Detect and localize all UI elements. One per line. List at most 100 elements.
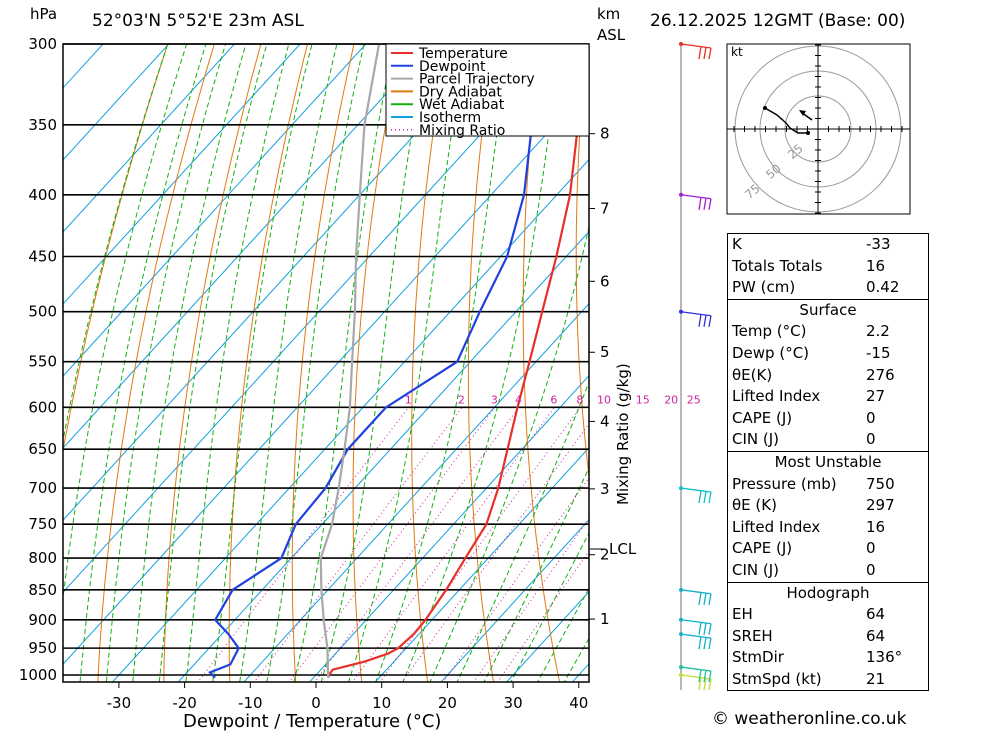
surface-row: Temp (°C) 2.2: [728, 321, 928, 343]
mixing-ratio-line: [351, 407, 555, 682]
dry-adiabat: [411, 44, 448, 682]
hodo-label: StmDir: [732, 648, 784, 667]
hodo-unit: kt: [731, 45, 743, 59]
hodo-label: StmSpd (kt): [732, 669, 822, 688]
wind-barb: [680, 487, 712, 504]
mixing-ratio-labels: 1 2 3 4 6 8 10 15 20 25: [405, 393, 701, 406]
dry-adiabat: [467, 44, 495, 682]
wet-adiabat: [185, 44, 290, 682]
mixing-ratio-label: 6: [550, 393, 557, 406]
dry-adiabat: [575, 44, 589, 481]
km-tick-label: 5: [600, 343, 610, 361]
location-title: 52°03'N 5°52'E 23m ASL: [92, 11, 304, 31]
surface-title: Surface: [799, 300, 857, 319]
dry-adiabat: [63, 44, 169, 454]
basic-value: -33: [866, 235, 891, 253]
wind-barb: [680, 194, 712, 210]
legend-label: Dewpoint: [419, 59, 486, 75]
wind-barb: [680, 633, 712, 650]
mu-row: Lifted Index 16: [728, 517, 928, 539]
x-tick-label: 20: [438, 694, 457, 712]
mu-value: 0: [866, 560, 876, 579]
wind-barb: [680, 666, 712, 683]
surface-label: Lifted Index: [732, 387, 821, 406]
hodo-trace: [764, 107, 808, 134]
mu-label: Pressure (mb): [732, 474, 837, 493]
surface-row: θE(K) 276: [728, 365, 928, 387]
mu-value: 297: [866, 496, 895, 515]
mixing-ratio-line: [253, 406, 463, 682]
wind-barb-column: [679, 42, 712, 691]
sounding-profiles: [208, 44, 589, 679]
pressure-tick-label: 300: [28, 35, 57, 53]
pressure-tick-label: 750: [28, 515, 57, 533]
mixing-ratio-axis-label: Mixing Ratio (g/kg): [614, 363, 632, 505]
basic-value: 0.42: [866, 278, 900, 297]
basic-value: 16: [866, 256, 886, 275]
hodograph: kt 25 50 75: [726, 43, 911, 215]
pressure-tick-label: 650: [28, 440, 57, 458]
wet-adiabat: [483, 466, 589, 682]
mu-row: CAPE (J) 0: [728, 538, 928, 560]
surface-value: 276: [866, 365, 895, 384]
surface-row: CAPE (J) 0: [728, 408, 928, 430]
pressure-tick-label: 500: [28, 303, 57, 321]
x-tick-label: 10: [372, 694, 391, 712]
asl-label: ASL: [597, 26, 626, 44]
wet-adiabat: [105, 44, 227, 682]
wet-adiabat: [158, 44, 268, 682]
hodo-row: SREH 64: [728, 626, 928, 648]
hodo-value: 21: [866, 669, 886, 688]
wet-adiabat: [63, 44, 188, 603]
mixing-ratio-label: 4: [515, 393, 522, 406]
km-tick-label: 7: [600, 199, 610, 217]
most-unstable-title: Most Unstable: [774, 452, 882, 471]
mixing-ratio-line: [472, 517, 589, 682]
mu-value: 16: [866, 517, 886, 536]
hodo-value: 64: [866, 626, 886, 645]
hodo-row: StmDir 136°: [728, 647, 928, 669]
mu-label: θE (K): [732, 496, 777, 515]
axes: 3003504004505005506006507007508008509009…: [19, 35, 610, 732]
km-tick-label: 8: [600, 125, 610, 143]
x-tick-label: 30: [504, 694, 523, 712]
surface-label: θE(K): [732, 365, 773, 384]
dry-adiabat: [97, 44, 215, 682]
mu-label: CIN (J): [732, 560, 780, 579]
mixing-ratio-label: 1: [405, 393, 412, 406]
mixing-ratio-label: 25: [687, 393, 701, 406]
mu-value: 750: [866, 474, 895, 493]
surface-value: 27: [866, 387, 886, 406]
mu-row: CIN (J) 0: [728, 560, 928, 582]
legend-label: Mixing Ratio: [419, 123, 505, 139]
pressure-tick-label: 700: [28, 479, 57, 497]
surface-row: Lifted Index 27: [728, 386, 928, 408]
mixing-ratio-line: [197, 406, 410, 682]
mixing-ratio-line: [401, 422, 589, 682]
pressure-tick-label: 450: [28, 248, 57, 266]
surface-label: Temp (°C): [732, 322, 807, 341]
hodo-value: 136°: [866, 648, 903, 667]
pressure-gridlines: [63, 43, 589, 676]
surface-row: Dewp (°C) -15: [728, 343, 928, 365]
km-label: km: [597, 5, 621, 23]
dry-adiabat: [291, 44, 355, 682]
mixing-ratio-label: 2: [458, 393, 465, 406]
km-tick-label: 2: [600, 546, 610, 564]
site-credit[interactable]: © weatheronline.co.uk: [712, 709, 907, 729]
series-temperature: [327, 44, 589, 678]
mu-row: Pressure (mb) 750: [728, 474, 928, 496]
basic-row: K -33: [728, 234, 928, 256]
pressure-tick-label: 1000: [19, 666, 57, 684]
basic-label: K: [732, 235, 742, 253]
surface-value: 2.2: [866, 322, 890, 341]
wet-adiabat: [456, 380, 589, 682]
surface-label: CIN (J): [732, 430, 780, 449]
surface-label: Dewp (°C): [732, 343, 810, 362]
wet-adiabat: [79, 44, 207, 682]
wet-adiabat: [293, 44, 395, 682]
wind-barb: [680, 674, 712, 691]
wet-adiabat: [320, 44, 429, 682]
datetime-title: 26.12.2025 12GMT (Base: 00): [650, 11, 906, 31]
mu-label: CAPE (J): [732, 539, 793, 558]
